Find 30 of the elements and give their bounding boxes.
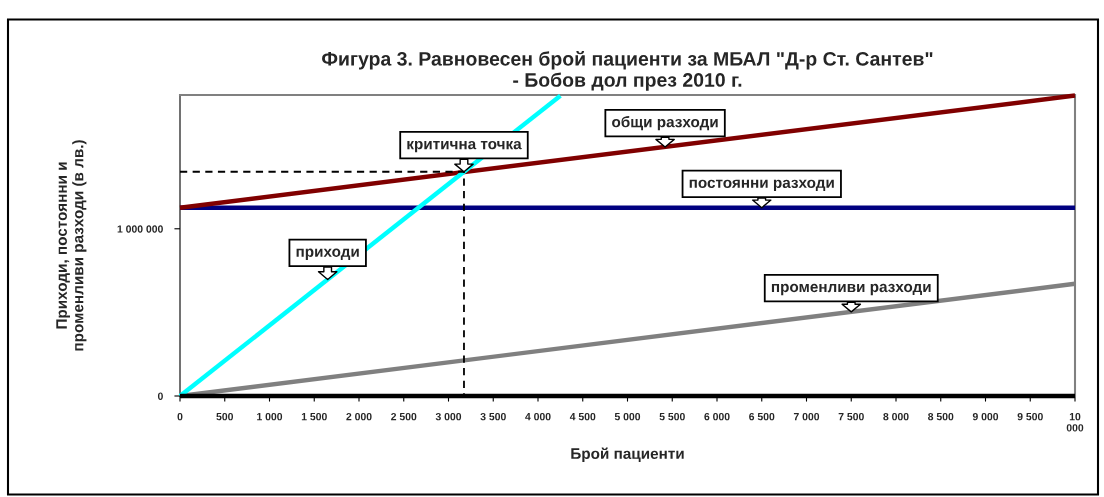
x-tick-label: 1 000 [257, 412, 283, 421]
annotation: критична точка [407, 140, 522, 153]
x-tick-label: 0 [177, 412, 183, 421]
x-tick-label: 7 500 [838, 412, 864, 421]
x-tick-label: 1 500 [301, 412, 327, 421]
x-tick-label: 6 000 [704, 412, 730, 421]
x-tick-label: 9 500 [1017, 412, 1043, 421]
x-tick-label: 5 500 [659, 412, 685, 421]
x-tick-label: 4 500 [569, 412, 596, 421]
x-tick-label: 8 000 [883, 412, 909, 421]
x-tick-label: 6 500 [749, 412, 775, 421]
x-tick-label: 10 000 [1066, 412, 1084, 432]
annotation: променливи разходи [771, 283, 931, 296]
y-tick-label: 1 000 000 [117, 225, 163, 233]
x-axis-title: Брой пациенти [571, 447, 684, 463]
x-tick-label: 2 500 [391, 412, 417, 421]
x-tick-label: 7 000 [793, 412, 820, 421]
x-tick-label: 9 000 [972, 412, 999, 421]
x-tick-label: 8 500 [928, 412, 954, 421]
annotation: приходи [296, 248, 359, 260]
chart-title: Фигура 3. Равновесен брой пациенти за МБАЛ "Д-р Ст. Сантев" - Бобов дол през 2010 г. [322, 51, 933, 91]
x-tick-label: 5 000 [614, 412, 641, 421]
x-tick-label: 500 [216, 412, 234, 421]
y-axis-title: Приходи, постоянни и променливи разходи (в лв.) [56, 140, 87, 351]
annotation: постоянни разходи [689, 179, 834, 192]
x-tick-label: 3 500 [480, 412, 506, 421]
x-tick-label: 2 000 [346, 412, 372, 421]
x-tick-label: 4 000 [525, 412, 551, 421]
annotation: общи разходи [612, 115, 718, 131]
x-tick-label: 3 000 [435, 412, 462, 421]
